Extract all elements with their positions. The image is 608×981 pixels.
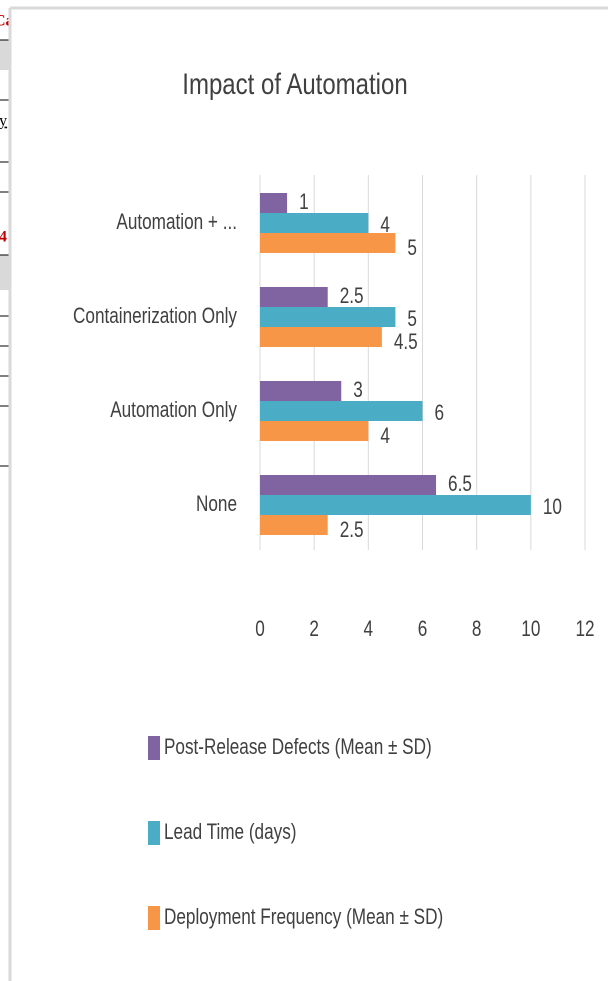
- data-label: 2.5: [340, 518, 364, 543]
- data-label: 1: [299, 190, 309, 215]
- table-band: [0, 40, 10, 70]
- bar: [260, 401, 423, 421]
- fragment: 4: [0, 229, 7, 246]
- data-label: 6.5: [448, 472, 472, 497]
- bar: [260, 193, 288, 213]
- data-label: 2.5: [340, 284, 364, 309]
- fragment: ey: [0, 113, 7, 130]
- legend-swatch: [148, 906, 160, 930]
- bar: [260, 475, 437, 495]
- data-label: 4: [380, 424, 390, 449]
- legend-label: Post-Release Defects (Mean ± SD): [164, 735, 432, 760]
- bar: [260, 287, 328, 307]
- bar: [260, 515, 328, 535]
- chart-title: Impact of Automation: [182, 66, 407, 100]
- bar: [260, 495, 531, 515]
- x-tick-label: 4: [364, 617, 374, 642]
- x-tick-label: 2: [309, 617, 319, 642]
- y-tick-label: Containerization Only: [73, 304, 237, 329]
- x-tick-label: 10: [521, 617, 540, 642]
- data-label: 4: [380, 213, 390, 238]
- x-tick-label: 8: [472, 617, 482, 642]
- legend-swatch: [148, 736, 160, 760]
- y-tick-label: None: [196, 492, 237, 517]
- bar: [260, 307, 396, 327]
- table-band: [0, 255, 10, 290]
- legend-swatch: [148, 821, 160, 845]
- x-tick-label: 0: [255, 617, 265, 642]
- x-tick-label: 6: [418, 617, 428, 642]
- data-label: 6: [435, 401, 445, 426]
- data-label: 3: [353, 378, 363, 403]
- x-tick-label: 12: [575, 617, 594, 642]
- bar: [260, 421, 369, 441]
- legend-label: Deployment Frequency (Mean ± SD): [164, 905, 443, 930]
- y-tick-label: Automation Only: [110, 398, 237, 423]
- bar: [260, 233, 396, 253]
- bar: [260, 381, 342, 401]
- bar: [260, 327, 382, 347]
- data-label: 10: [543, 495, 562, 520]
- bar: [260, 213, 369, 233]
- data-label: 4.5: [394, 330, 418, 355]
- data-label: 5: [407, 307, 417, 332]
- y-tick-label: Automation + ...: [116, 210, 237, 235]
- data-label: 5: [407, 236, 417, 261]
- legend-label: Lead Time (days): [164, 820, 297, 845]
